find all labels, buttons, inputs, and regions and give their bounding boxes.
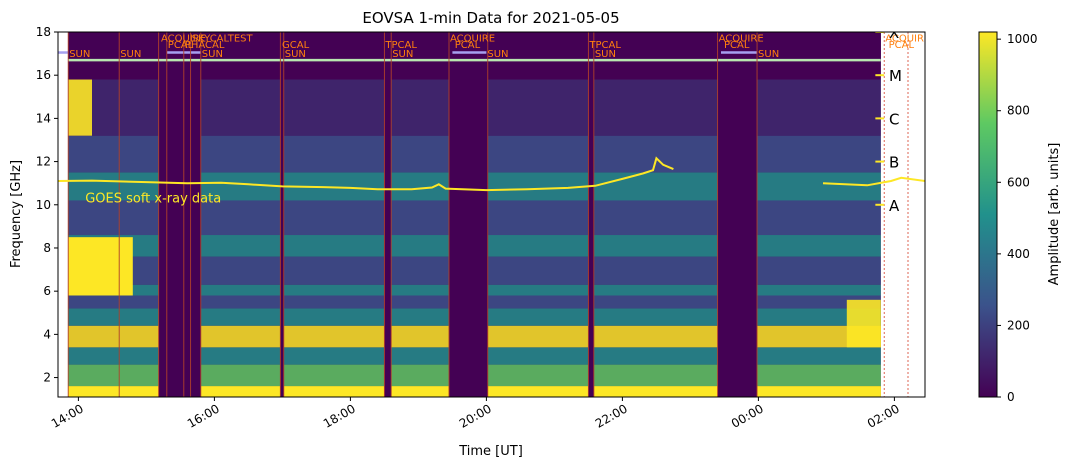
x-tick-label: 18:00 (321, 401, 358, 430)
scan-label: ACQUIRE (161, 34, 206, 45)
scan-label: PHACAL (185, 40, 225, 51)
scan-label: PCAL (889, 40, 915, 51)
top-strip (68, 32, 881, 61)
scan-label: PCAL (168, 40, 194, 51)
y-tick-label: 6 (43, 284, 51, 298)
colorbar-tick-label: 200 (1007, 318, 1030, 332)
y-tick-label: 8 (43, 241, 51, 255)
plot-frame (57, 31, 926, 398)
scan-label: TPCAL (588, 40, 621, 51)
emission-patch (68, 237, 133, 296)
y-tick-label: 18 (36, 25, 51, 39)
goes-curve (822, 176, 925, 187)
scan-label: SUN (69, 49, 90, 60)
scan-label: SUN (758, 49, 779, 60)
emission-patch (68, 79, 92, 136)
colorbar: 0 200 400 600 800 1000 (978, 31, 1038, 404)
x-tick-label: 14:00 (49, 401, 86, 430)
scan-label: PCAL (724, 40, 750, 51)
x-axis-label: Time [UT] (458, 444, 523, 459)
goes-class-label: M (889, 67, 902, 85)
x-tick-label: 00:00 (729, 401, 766, 430)
calibration-interval (449, 32, 488, 397)
y-tick-label: 12 (36, 155, 51, 169)
goes-curve (58, 156, 674, 192)
x-tick-label: 16:00 (185, 401, 222, 430)
plot-area: SUN SUNACQUIREPCALPHACALSKYCALTESTSUNGCAL… (58, 24, 930, 397)
calibration-interval (717, 32, 758, 397)
y-tick-label: 14 (36, 111, 51, 125)
x-axis: 14:00 16:00 18:00 20:00 22:00 00:00 02:00 (49, 397, 902, 431)
calibration-interval (588, 32, 594, 397)
scan-label: TPCAL (384, 40, 417, 51)
goes-class-label: C (889, 110, 899, 128)
scan-label: SUN (487, 49, 508, 60)
colorbar-gradient (978, 31, 998, 398)
scan-label: ACQUIRE (719, 34, 764, 45)
calibration-interval (158, 32, 201, 397)
y-axis: 2 4 6 8 10 12 14 16 18 (36, 25, 58, 385)
y-tick-label: 10 (36, 198, 51, 212)
scan-label: SKYCALTEST (192, 34, 254, 45)
scan-label: SUN (595, 49, 616, 60)
calibration-interval (384, 32, 392, 397)
goes-legend-label: GOES soft x-ray data (85, 192, 221, 207)
scan-label: SUN (392, 49, 413, 60)
colorbar-label: Amplitude [arb. units] (1047, 143, 1062, 286)
y-tick-label: 4 (43, 327, 51, 341)
scan-label: SUN (202, 49, 223, 60)
emission-patch (846, 299, 881, 348)
scan-label: ACQUIRE (450, 34, 495, 45)
scan-label: SUN (120, 49, 141, 60)
scan-label: PCAL (455, 40, 481, 51)
scan-label: SUN (285, 49, 306, 60)
colorbar-tick-label: 800 (1007, 104, 1030, 118)
x-tick-label: 22:00 (593, 401, 630, 430)
goes-class-label: X (889, 24, 899, 42)
colorbar-tick-label: 0 (1007, 390, 1015, 404)
chart-title: EOVSA 1-min Data for 2021-05-05 (362, 9, 619, 27)
colorbar-tick-label: 1000 (1007, 32, 1038, 46)
y-tick-label: 2 (43, 371, 51, 385)
colorbar-tick-label: 400 (1007, 247, 1030, 261)
calibration-interval (280, 32, 284, 397)
scan-label: ACQUIRE (885, 34, 930, 45)
scan-label: GCAL (282, 40, 310, 51)
x-tick-label: 02:00 (865, 401, 902, 430)
y-axis-label: Frequency [GHz] (9, 160, 24, 268)
goes-class-label: A (889, 197, 900, 215)
goes-class-label: B (889, 154, 899, 172)
x-tick-label: 20:00 (457, 401, 494, 430)
colorbar-tick-label: 600 (1007, 175, 1030, 189)
y-tick-label: 16 (36, 68, 51, 82)
